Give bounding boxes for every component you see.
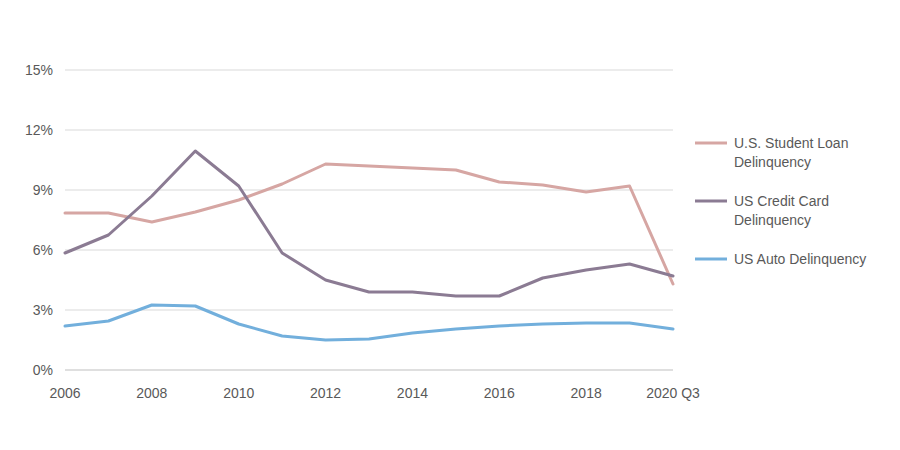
series-line: [65, 164, 673, 284]
x-tick-label: 2018: [571, 385, 602, 401]
series-line: [65, 305, 673, 340]
x-tick-label: 2020 Q3: [646, 385, 700, 401]
series-line: [65, 151, 673, 296]
series-group: [65, 151, 673, 340]
grid-line: [65, 370, 673, 371]
legend-swatch: [695, 258, 727, 261]
y-tick-label: 0%: [33, 362, 53, 378]
x-tick-label: 2010: [223, 385, 254, 401]
grid-line: [65, 310, 673, 311]
y-tick-label: 6%: [33, 242, 53, 258]
legend-label-line: US Credit Card: [734, 193, 829, 209]
legend-swatch: [695, 200, 727, 203]
legend-label: U.S. Student Loan Delinquency: [734, 135, 848, 170]
x-tick-label: 2006: [49, 385, 80, 401]
grid: [65, 70, 673, 370]
y-tick-label: 3%: [33, 302, 53, 318]
x-tick-label: 2014: [397, 385, 428, 401]
grid-line: [65, 250, 673, 251]
x-tick-label: 2012: [310, 385, 341, 401]
legend-label-line: U.S. Student Loan: [734, 135, 848, 151]
legend-label: US Credit Card Delinquency: [734, 193, 829, 228]
grid-line: [65, 130, 673, 131]
chart-svg: 0% 3% 6% 9% 12% 15% 2006 2008 2010 2012 2014 2016 20…: [0, 0, 900, 450]
legend-label-line: Delinquency: [734, 154, 811, 170]
y-tick-label: 15%: [25, 62, 53, 78]
y-tick-label: 12%: [25, 122, 53, 138]
grid-line: [65, 70, 673, 71]
legend-label: US Auto Delinquency: [734, 251, 866, 267]
legend-swatch: [695, 142, 727, 145]
y-tick-label: 9%: [33, 182, 53, 198]
chart-root: 0% 3% 6% 9% 12% 15% 2006 2008 2010 2012 2014 2016 20…: [0, 0, 900, 450]
legend-label-line: US Auto Delinquency: [734, 251, 866, 267]
legend-label-line: Delinquency: [734, 212, 811, 228]
x-tick-label: 2008: [136, 385, 167, 401]
x-tick-label: 2016: [484, 385, 515, 401]
legend: U.S. Student LoanDelinquencyUS Credit Ca…: [695, 135, 866, 267]
